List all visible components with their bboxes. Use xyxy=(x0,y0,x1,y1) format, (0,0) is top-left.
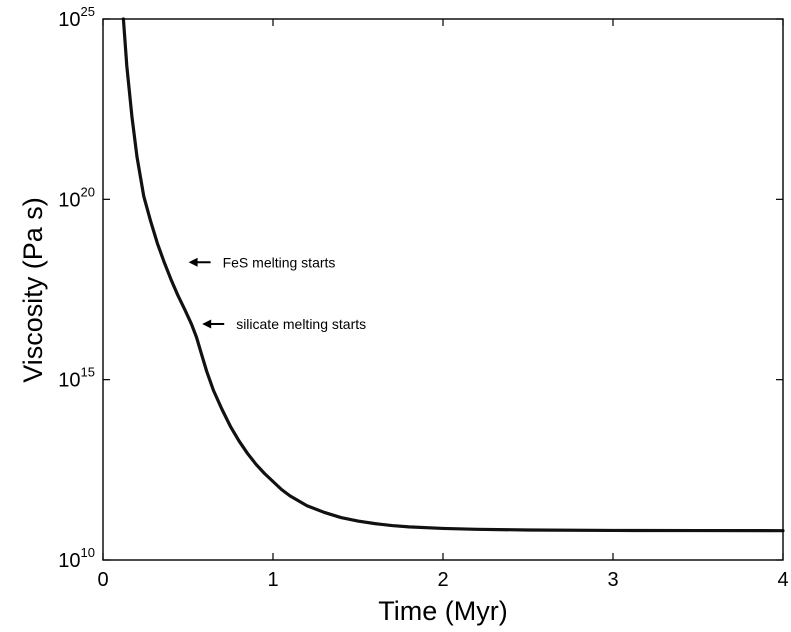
x-tick-label: 4 xyxy=(777,569,788,591)
y-tick-base: 10 xyxy=(58,189,80,211)
x-tick-label: 1 xyxy=(267,569,278,591)
x-tick-label: 2 xyxy=(437,569,448,591)
y-tick-base: 10 xyxy=(58,370,80,392)
annotation-arrow-head xyxy=(202,319,212,329)
y-tick-label: 1025 xyxy=(58,4,95,31)
y-tick-base: 10 xyxy=(58,9,80,31)
x-axis-title: Time (Myr) xyxy=(378,596,507,626)
annotation-arrow-head xyxy=(188,257,198,267)
axes xyxy=(102,18,784,561)
y-tick-label: 1020 xyxy=(58,184,95,211)
y-tick-base: 10 xyxy=(58,550,80,572)
y-axis-title: Viscosity (Pa s) xyxy=(18,197,48,383)
y-tick-label: 1015 xyxy=(58,365,95,392)
x-tick-label: 0 xyxy=(97,569,108,591)
x-tick-label: 3 xyxy=(607,569,618,591)
y-tick-exponent: 20 xyxy=(81,184,95,199)
y-tick-exponent: 15 xyxy=(81,365,95,380)
y-tick-label: 1010 xyxy=(58,545,95,572)
y-tick-exponent: 10 xyxy=(81,545,95,560)
y-tick-exponent: 25 xyxy=(81,4,95,19)
plot-area xyxy=(121,17,785,533)
annotations: FeS melting starts silicate melting start… xyxy=(188,254,366,332)
annotation-label: silicate melting starts xyxy=(236,316,366,332)
plot-frame xyxy=(102,18,784,561)
series-line xyxy=(121,17,785,533)
annotation-label: FeS melting starts xyxy=(223,254,336,270)
x-axis-ticks: 0 1 2 3 4 xyxy=(97,19,789,591)
